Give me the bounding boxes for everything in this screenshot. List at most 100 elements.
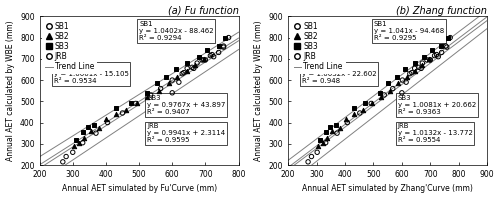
Point (344, 121, 351, 124)
Point (432, 53, 440, 56)
Point (356, 111, 364, 115)
Point (87, 129, 95, 133)
Point (183, 69, 191, 72)
Point (72, 138, 80, 141)
Point (314, 144, 322, 147)
Point (202, 58, 209, 61)
Text: SB1
y = 1.041x - 94.468
R² = 0.9295: SB1 y = 1.041x - 94.468 R² = 0.9295 (374, 21, 444, 41)
Point (389, 87, 397, 90)
Point (425, 57, 433, 60)
Point (368, 102, 376, 105)
X-axis label: Annual AET simulated by Zhang'Curve (mm): Annual AET simulated by Zhang'Curve (mm) (302, 184, 473, 193)
Point (406, 72, 414, 75)
Point (104, 121, 112, 124)
Point (224, 36, 232, 39)
Point (102, 118, 110, 121)
Point (92, 132, 100, 135)
Point (146, 93, 154, 97)
Point (200, 58, 207, 61)
Text: (a) Fu function: (a) Fu function (168, 6, 238, 16)
Point (342, 118, 350, 121)
Point (319, 141, 327, 144)
Point (118, 111, 126, 115)
Point (426, 58, 434, 61)
Legend: SB1, SB2, SB3, JRB, Trend Line: SB1, SB2, SB3, JRB, Trend Line (290, 19, 346, 74)
Point (333, 132, 341, 135)
Point (428, 49, 436, 52)
Point (214, 51, 222, 54)
Point (410, 69, 418, 72)
Point (442, 45, 450, 48)
Text: JRB
y = 1.0132x - 13.772
R² = 0.9554: JRB y = 1.0132x - 13.772 R² = 0.9554 (398, 123, 472, 143)
Point (192, 64, 200, 67)
Y-axis label: Annual AET calculated by WBE (mm): Annual AET calculated by WBE (mm) (254, 20, 263, 161)
Point (426, 58, 434, 61)
Point (384, 82, 392, 85)
Point (420, 55, 428, 58)
Point (175, 81, 183, 84)
Point (430, 54, 438, 57)
Point (367, 102, 375, 105)
Point (69, 151, 77, 154)
Point (193, 61, 201, 65)
Point (376, 91, 384, 94)
Point (70, 144, 78, 147)
Text: (b) Zhang function: (b) Zhang function (396, 6, 487, 16)
Text: JRB
y = 0.9941x + 2.3114
R² = 0.9595: JRB y = 0.9941x + 2.3114 R² = 0.9595 (147, 123, 225, 143)
Text: SB3
y = 1.0081x + 20.662
R² = 0.9363: SB3 y = 1.0081x + 20.662 R² = 0.9363 (398, 95, 476, 115)
Point (362, 102, 370, 105)
Point (326, 125, 334, 128)
Point (195, 55, 203, 58)
Point (90, 123, 98, 126)
Point (122, 108, 130, 111)
Point (322, 141, 330, 144)
Point (380, 93, 388, 97)
Point (418, 61, 426, 65)
Point (398, 78, 406, 82)
Text: SB2
y = 1.0001x - 15.105
R² = 0.9534: SB2 y = 1.0001x - 15.105 R² = 0.9534 (54, 64, 128, 84)
Point (328, 129, 336, 133)
Point (203, 49, 211, 52)
Point (386, 89, 394, 92)
Point (144, 96, 152, 99)
X-axis label: Annual AET simulated by Fu'Curve (mm): Annual AET simulated by Fu'Curve (mm) (62, 184, 216, 193)
Point (410, 61, 418, 65)
Point (417, 67, 425, 70)
Point (332, 123, 340, 126)
Point (183, 67, 191, 70)
Point (446, 36, 454, 39)
Point (423, 58, 431, 61)
Point (415, 66, 423, 69)
Y-axis label: Annual AET calculated by WBE (mm): Annual AET calculated by WBE (mm) (6, 20, 15, 161)
Point (402, 68, 409, 71)
Point (408, 71, 416, 74)
Point (198, 58, 206, 61)
Point (206, 54, 214, 57)
Legend: SB1, SB2, SB3, JRB, Trend Line: SB1, SB2, SB3, JRB, Trend Line (42, 19, 98, 74)
Point (443, 46, 451, 49)
Point (222, 36, 230, 39)
Point (434, 55, 442, 58)
Point (168, 91, 176, 94)
Point (376, 96, 384, 99)
Point (178, 72, 186, 75)
Point (134, 102, 141, 105)
Point (402, 81, 410, 84)
Point (208, 53, 216, 56)
Point (78, 131, 86, 134)
Point (62, 155, 70, 158)
Point (78, 141, 86, 144)
Point (316, 138, 324, 141)
Point (403, 75, 411, 78)
Point (336, 126, 344, 129)
Text: SB3
y = 0.9767x + 43.897
R² = 0.9407: SB3 y = 0.9767x + 43.897 R² = 0.9407 (147, 95, 226, 115)
Point (220, 45, 228, 48)
Point (322, 131, 330, 134)
Point (358, 108, 366, 111)
Point (80, 137, 88, 140)
Point (96, 126, 104, 129)
Point (173, 75, 181, 78)
Point (444, 36, 452, 39)
Point (127, 102, 135, 105)
Point (112, 106, 120, 109)
